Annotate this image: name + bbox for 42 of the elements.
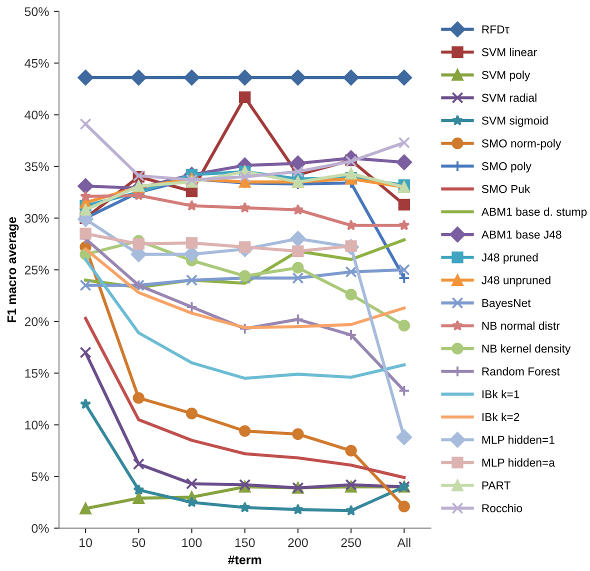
- x-axis-title: #term: [228, 556, 262, 564]
- legend-label: SMO norm-poly: [482, 139, 562, 150]
- legend-label: IBk k=2: [482, 412, 520, 421]
- legend-label: ABM1 base d. stump: [481, 207, 587, 218]
- legend-label: IBk k=1: [482, 390, 520, 398]
- y-tick-label: 30%: [24, 214, 49, 223]
- y-tick-label: 35%: [24, 162, 49, 172]
- legend-label: SVM radial: [482, 93, 536, 102]
- y-tick-label: 25%: [24, 266, 49, 274]
- y-tick-label: 5%: [32, 472, 49, 482]
- legend-label: SVM sigmoid: [482, 116, 548, 127]
- y-tick-label: 15%: [25, 369, 49, 378]
- legend-label: RFDτ: [482, 25, 510, 34]
- y-tick-label: 45%: [24, 58, 49, 68]
- legend-label: PART: [482, 482, 510, 490]
- legend-label: SVM linear: [482, 48, 537, 56]
- x-tick-label: 10: [80, 538, 92, 548]
- legend-label: Rocchio: [482, 504, 522, 512]
- legend-label: Random Forest: [482, 367, 560, 376]
- x-tick-label: 150: [235, 538, 255, 548]
- x-tick-label: 200: [288, 538, 308, 548]
- legend-label: SMO Puk: [482, 184, 530, 194]
- y-tick-label: 50%: [24, 7, 49, 16]
- y-tick-label: 0%: [32, 524, 49, 533]
- legend-label: MLP hidden=a: [482, 458, 555, 467]
- legend-label: NB kernel density: [482, 344, 571, 355]
- legend-label: J48 unpruned: [482, 276, 550, 287]
- x-tick-label: 50: [132, 538, 146, 548]
- legend-label: MLP hidden=1: [482, 436, 554, 444]
- legend-label: SVM poly: [482, 70, 530, 82]
- y-axis-title: F1 macro average: [7, 217, 19, 322]
- y-tick-label: 20%: [24, 317, 49, 326]
- legend-label: SMO poly: [482, 162, 532, 172]
- y-tick-label: 40%: [24, 110, 49, 120]
- legend-label: J48 pruned: [482, 253, 538, 264]
- x-tick-label: All: [397, 538, 410, 547]
- legend-label: BayesNet: [482, 299, 531, 310]
- legend-label: NB normal distr: [482, 321, 560, 330]
- y-tick-label: 10%: [25, 420, 49, 430]
- x-tick-label: 250: [341, 538, 361, 548]
- legend-label: ABM1 base J48: [481, 230, 562, 239]
- x-tick-label: 100: [182, 538, 202, 548]
